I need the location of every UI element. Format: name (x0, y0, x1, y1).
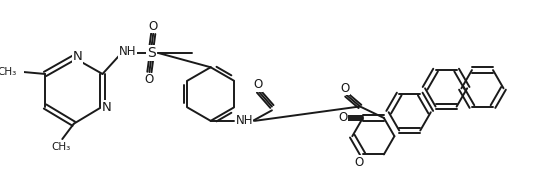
Text: O: O (354, 156, 363, 169)
Text: O: O (148, 20, 158, 33)
Text: NH: NH (119, 45, 136, 58)
Text: CH₃: CH₃ (52, 142, 71, 152)
Text: N: N (101, 101, 111, 114)
Text: S: S (147, 46, 156, 60)
Text: CH₃: CH₃ (0, 67, 16, 77)
Text: O: O (340, 82, 349, 95)
Text: O: O (338, 111, 347, 125)
Text: N: N (73, 50, 82, 63)
Text: NH: NH (235, 114, 253, 127)
Text: O: O (145, 73, 154, 86)
Text: O: O (253, 78, 262, 91)
